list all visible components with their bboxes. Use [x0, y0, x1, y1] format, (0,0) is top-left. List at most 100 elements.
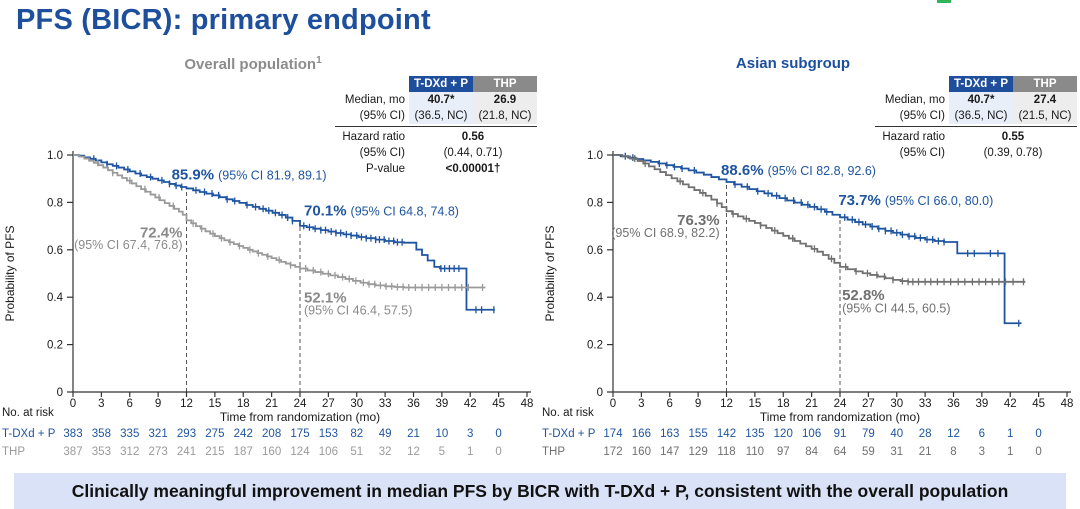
conclusion-banner: Clinically meaningful improvement in med… — [14, 473, 1066, 509]
at-risk-count: 0 — [495, 428, 501, 440]
x-tick-label: 39 — [435, 398, 448, 410]
at-risk-count: 335 — [120, 428, 139, 440]
y-tick-label: 0.4 — [47, 292, 64, 304]
stats-separator — [875, 126, 1077, 127]
x-tick-label: 27 — [862, 398, 875, 410]
at-risk-count: 10 — [435, 428, 448, 440]
y-tick-label: 0 — [57, 387, 63, 399]
at-risk-count: 155 — [689, 428, 708, 440]
at-risk-count: 118 — [717, 446, 735, 458]
at-risk-count: 106 — [319, 446, 338, 458]
p-value-row: P-value <0.00001† — [335, 161, 537, 177]
km-plot: 1.00.80.60.40.200 3 6 9 12 15 18 21 24 27 30 33 36 39… — [2, 150, 534, 458]
median-tdxd: 40.7* — [949, 92, 1013, 108]
y-tick-label: 0.2 — [47, 340, 63, 352]
chart-title-overall: Overall population1 — [13, 55, 493, 73]
x-tick-label: 42 — [1004, 398, 1017, 410]
x-axis-title: Time from randomization (mo) — [760, 410, 920, 424]
at-risk-count: 383 — [63, 428, 82, 440]
at-risk-count: 241 — [177, 446, 196, 458]
x-tick-label: 3 — [638, 398, 644, 410]
at-risk-count: 40 — [890, 428, 903, 440]
at-risk-count: 353 — [92, 446, 111, 458]
stats-median-ci-row: (95% CI) (36.5, NC) (21.5, NC) — [875, 108, 1077, 124]
x-tick-label: 39 — [975, 398, 988, 410]
at-risk-count: 6 — [979, 428, 985, 440]
at-risk-count: 293 — [177, 428, 196, 440]
km-plot: 1.00.80.60.40.200 3 6 9 12 15 18 21 24 27 30 33 36 39… — [542, 150, 1074, 458]
at-risk-count: 8 — [950, 446, 956, 458]
at-risk-row-name: T-DXd + P — [542, 428, 596, 440]
stats-table-overall: T-DXd + P THP Median, mo 40.7* 26.9 (95%… — [335, 76, 537, 177]
x-tick-label: 33 — [379, 398, 392, 410]
at-risk-count: 175 — [290, 428, 309, 440]
stats-col-thp: THP — [473, 76, 537, 92]
x-tick-label: 36 — [947, 398, 960, 410]
hr-ci-label: (95% CI) — [359, 147, 405, 159]
chart-title-asian-text: Asian subgroup — [735, 55, 851, 72]
at-risk-count: 64 — [834, 446, 847, 458]
x-tick-label: 36 — [407, 398, 420, 410]
median-ci-label: (95% CI) — [899, 110, 945, 122]
p-value: <0.00001† — [445, 163, 501, 175]
x-tick-label: 30 — [890, 398, 903, 410]
x-tick-label: 24 — [294, 398, 307, 410]
km-annotation-ci: (95% CI 44.5, 60.5) — [842, 302, 950, 316]
at-risk-count: 321 — [149, 428, 168, 440]
at-risk-label: No. at risk — [542, 407, 594, 419]
km-annotation: 73.7% (95% CI 66.0, 80.0) — [838, 192, 993, 209]
x-tick-label: 15 — [748, 398, 761, 410]
km-annotation: 85.9% (95% CI 81.9, 89.1) — [172, 166, 327, 183]
x-tick-label: 45 — [492, 398, 505, 410]
km-annotation: 88.6% (95% CI 82.8, 92.6) — [721, 162, 876, 179]
x-tick-label: 15 — [208, 398, 221, 410]
y-tick-label: 0.2 — [587, 340, 603, 352]
at-risk-count: 79 — [862, 428, 875, 440]
km-curve-tdxd-p — [613, 154, 1022, 325]
x-tick-label: 9 — [695, 398, 701, 410]
km-annotation: 70.1% (95% CI 64.8, 74.8) — [304, 202, 459, 219]
median-ci-thp: (21.8, NC) — [473, 108, 537, 124]
at-risk-row-name: THP — [2, 446, 25, 458]
hr-label: Hazard ratio — [342, 131, 405, 143]
stats-col-tdxd: T-DXd + P — [949, 76, 1013, 92]
x-tick-label: 9 — [155, 398, 161, 410]
hr-ci-value: (0.44, 0.71) — [443, 147, 503, 159]
km-curve-thp — [73, 154, 486, 289]
x-tick-label: 24 — [834, 398, 847, 410]
y-tick-label: 0 — [597, 387, 603, 399]
km-annotation-pct: 52.8% — [842, 287, 885, 304]
km-annotation-ci: (95% CI 68.9, 82.2) — [611, 226, 719, 240]
y-tick-label: 1.0 — [587, 150, 603, 162]
median-label: Median, mo — [344, 94, 405, 106]
at-risk-count: 51 — [350, 446, 363, 458]
at-risk-count: 312 — [120, 446, 139, 458]
y-tick-label: 0.4 — [587, 292, 604, 304]
x-tick-label: 48 — [521, 398, 534, 410]
x-tick-label: 27 — [322, 398, 335, 410]
stats-header-row: T-DXd + P THP — [335, 76, 537, 92]
at-risk-count: 31 — [890, 446, 903, 458]
hazard-ratio-ci-row: (95% CI) (0.39, 0.78) — [875, 145, 1077, 161]
at-risk-count: 153 — [319, 428, 338, 440]
hr-value: 0.55 — [1001, 131, 1025, 143]
x-tick-label: 48 — [1061, 398, 1074, 410]
at-risk-count: 142 — [717, 428, 736, 440]
at-risk-count: 387 — [63, 446, 82, 458]
at-risk-count: 174 — [603, 428, 623, 440]
at-risk-count: 110 — [746, 446, 764, 458]
y-tick-label: 0.6 — [47, 245, 63, 257]
x-tick-label: 12 — [180, 398, 193, 410]
at-risk-count: 106 — [802, 428, 821, 440]
median-ci-thp: (21.5, NC) — [1013, 108, 1077, 124]
x-tick-label: 33 — [919, 398, 932, 410]
at-risk-count: 160 — [262, 446, 281, 458]
panel-asian-subgroup: Asian subgroup 1.0 0.8 0.6 0.4 0.2 0 0 3 6 9 12 15 1… — [540, 55, 1080, 467]
at-risk-count: 21 — [919, 446, 932, 458]
x-tick-label: 30 — [350, 398, 363, 410]
at-risk-count: 187 — [234, 446, 253, 458]
at-risk-count: 32 — [379, 446, 392, 458]
at-risk-count: 273 — [149, 446, 168, 458]
at-risk-count: 172 — [603, 446, 622, 458]
